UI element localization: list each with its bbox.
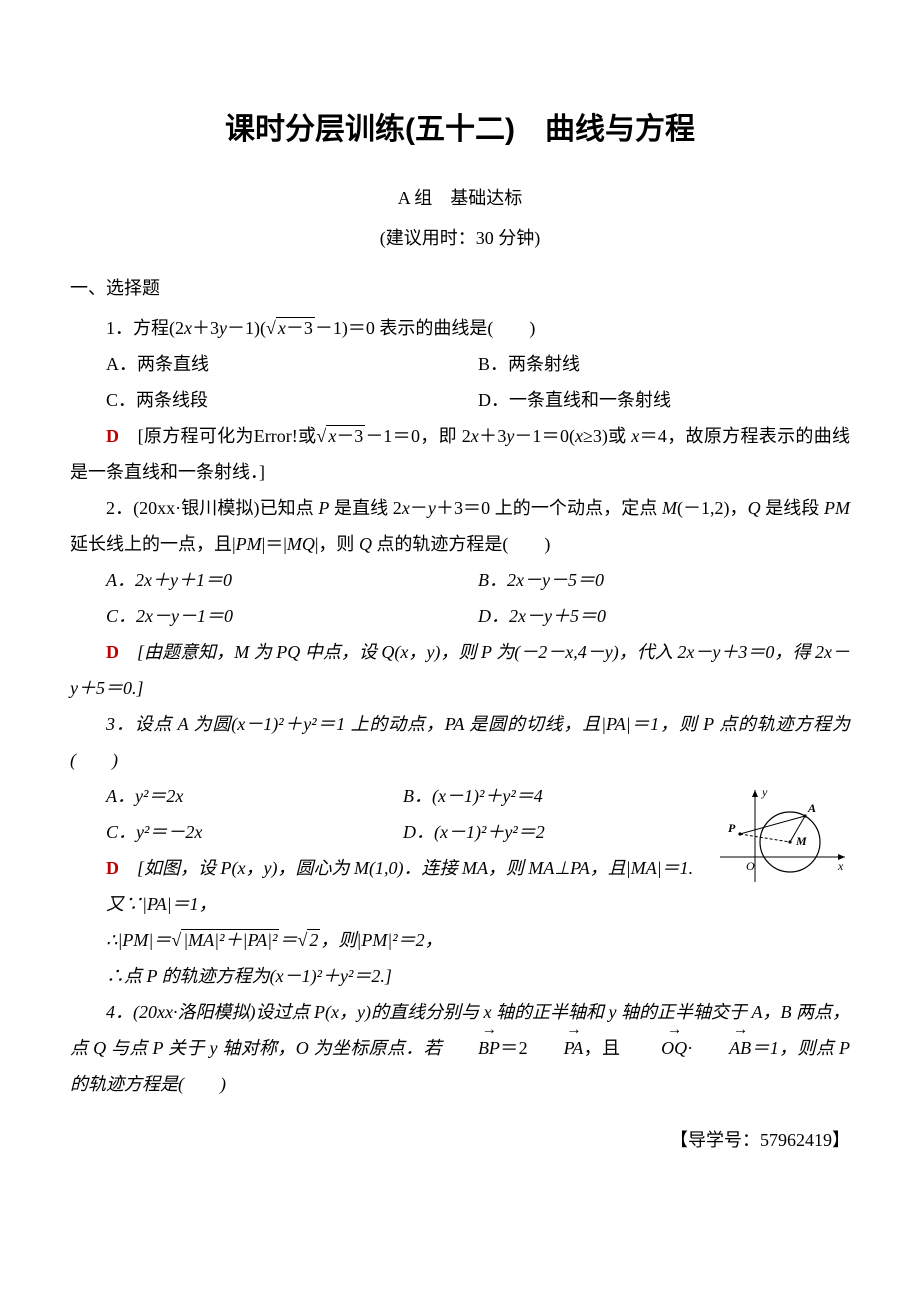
q1-optD: D．一条直线和一条射线: [478, 382, 850, 418]
q1-ans-mid: －1＝0，即 2: [365, 426, 470, 446]
q1-sqrt: x－3: [276, 317, 315, 338]
q3-answer-l3: ∴|PM|＝√|MA|²＋|PA|²＝√2，则|PM|²＝2，: [70, 922, 850, 958]
q3-options: A．y²＝2x B．(x－1)²＋y²＝4 C．y²＝－2x D．(x－1)²＋…: [106, 778, 700, 850]
q1-stem-post: －1)＝0 表示的曲线是( ): [315, 318, 535, 338]
q3-optB: B．(x－1)²＋y²＝4: [403, 778, 700, 814]
q1-optC: C．两条线段: [106, 382, 478, 418]
time-suggest: (建议用时：30 分钟): [70, 220, 850, 256]
svg-text:A: A: [807, 801, 816, 815]
q1-stem: 1．方程(2x＋3y－1)(√x－3－1)＝0 表示的曲线是( ): [70, 310, 850, 346]
q1-answer-letter: D: [106, 426, 119, 446]
q2-s6: 是线段: [761, 498, 824, 518]
q2-s2: 是直线 2: [329, 498, 401, 518]
q2-s5: (－1,2)，: [677, 498, 748, 518]
q2-s10: 点的轨迹方程是( ): [372, 534, 551, 554]
q3-l3-sqrt: |MA|²＋|PA|²: [181, 929, 279, 950]
q4-s3: ，且: [583, 1038, 620, 1058]
q2-optD: D．2x－y＋5＝0: [478, 598, 850, 634]
q2-answer-letter: D: [106, 642, 119, 662]
q2-s8: |＝|: [262, 534, 287, 554]
q1-options: A．两条直线 B．两条射线 C．两条线段 D．一条直线和一条射线: [106, 346, 850, 418]
q2-s3: －: [410, 498, 428, 518]
q3-l3a: ∴|PM|＝: [106, 930, 171, 950]
q3-optC: C．y²＝－2x: [106, 814, 403, 850]
q2-optC: C．2x－y－1＝0: [106, 598, 478, 634]
q1-answer: D [原方程可化为Error!或√x－3－1＝0，即 2x＋3y－1＝0(x≥3…: [70, 418, 850, 490]
q1-ans-m4: ≥3)或: [583, 426, 631, 446]
vector-ab: AB: [693, 1030, 751, 1066]
page-root: 课时分层训练(五十二) 曲线与方程 A 组 基础达标 (建议用时：30 分钟) …: [0, 0, 920, 1218]
group-label: A 组 基础达标: [70, 180, 850, 216]
section-heading: 一、选择题: [70, 270, 850, 306]
q3-answer-l4: ∴点 P 的轨迹方程为(x－1)²＋y²＝2.]: [70, 958, 850, 994]
svg-text:P: P: [728, 821, 736, 835]
svg-text:y: y: [761, 785, 768, 799]
q2-s9: |，则: [315, 534, 359, 554]
svg-text:x: x: [837, 859, 844, 873]
q1-stem-m2: －1)(: [227, 318, 266, 338]
svg-text:M: M: [795, 834, 807, 848]
q3-l3b: ＝: [279, 930, 297, 950]
q3-figure: x y O A P M: [710, 782, 850, 892]
q2-optA: A．2x＋y＋1＝0: [106, 562, 478, 598]
q2-s4: ＋3＝0 上的一个动点，定点: [436, 498, 662, 518]
q2-s1: 2．(20xx·银川模拟)已知点: [106, 498, 318, 518]
q3-l3c: ，则|PM|²＝2，: [320, 930, 442, 950]
reference-number: 【导学号：57962419】: [70, 1122, 850, 1158]
vector-bp: BP: [442, 1030, 500, 1066]
q3-ans-l1: [如图，设 P(x，y)，圆心为 M(1,0)．连接 MA，则 MA⊥PA，且|…: [119, 858, 693, 878]
q2-stem: 2．(20xx·银川模拟)已知点 P 是直线 2x－y＋3＝0 上的一个动点，定…: [70, 490, 850, 562]
q1-ans-m3: －1＝0(: [514, 426, 575, 446]
svg-text:O: O: [746, 859, 755, 873]
q1-ans-m2: ＋3: [479, 426, 507, 446]
q2-options: A．2x＋y＋1＝0 B．2x－y－5＝0 C．2x－y－1＝0 D．2x－y＋…: [106, 562, 850, 634]
q3-answer-letter: D: [106, 858, 119, 878]
q3-stem: 3．设点 A 为圆(x－1)²＋y²＝1 上的动点，PA 是圆的切线，且|PA|…: [70, 706, 850, 778]
q1-ans-sqrt: x－3: [326, 425, 365, 446]
vector-oq: OQ: [625, 1030, 687, 1066]
q3-l3-sqrt2: 2: [307, 929, 320, 950]
q3-optD: D．(x－1)²＋y²＝2: [403, 814, 700, 850]
q4-stem: 4．(20xx·洛阳模拟)设过点 P(x，y)的直线分别与 x 轴的正半轴和 y…: [70, 994, 850, 1102]
q2-s7: 延长线上的一点，且|: [70, 534, 236, 554]
q1-stem-m1: ＋3: [192, 318, 219, 338]
q2-optB: B．2x－y－5＝0: [478, 562, 850, 598]
q1-ans-pre: [原方程可化为Error!或: [119, 426, 316, 446]
q2-answer: D [由题意知，M 为 PQ 中点，设 Q(x，y)，则 P 为(－2－x,4－…: [70, 634, 850, 706]
q1-optB: B．两条射线: [478, 346, 850, 382]
q1-optA: A．两条直线: [106, 346, 478, 382]
q3-optA: A．y²＝2x: [106, 778, 403, 814]
q4-s2: ＝2: [500, 1038, 528, 1058]
q1-stem-pre: 1．方程(2: [106, 318, 184, 338]
q2-ans-text: [由题意知，M 为 PQ 中点，设 Q(x，y)，则 P 为(－2－x,4－y)…: [70, 642, 850, 698]
vector-pa: PA: [528, 1030, 584, 1066]
doc-title: 课时分层训练(五十二) 曲线与方程: [70, 100, 850, 160]
